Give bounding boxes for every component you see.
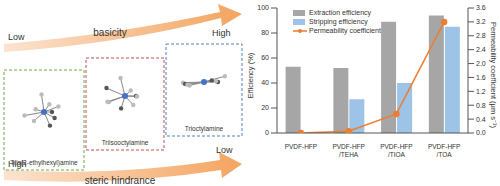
svg-text:0: 0 — [265, 129, 269, 136]
svg-text:40: 40 — [261, 79, 269, 86]
svg-text:0.0: 0.0 — [476, 129, 486, 136]
svg-text:3.6: 3.6 — [476, 4, 486, 11]
svg-text:2.8: 2.8 — [476, 32, 486, 39]
svg-text:3.2: 3.2 — [476, 18, 486, 25]
svg-text:High: High — [212, 28, 231, 38]
svg-text:0.8: 0.8 — [476, 102, 486, 109]
svg-text:steric hindrance: steric hindrance — [85, 175, 156, 186]
html-text:Extraction efficiency: Extraction efficiency — [309, 9, 372, 16]
svg-text:80: 80 — [261, 29, 269, 36]
svg-text:20: 20 — [261, 104, 269, 111]
svg-text:PVDF-HFP/TEHA: PVDF-HFP/TEHA — [332, 143, 365, 158]
svg-text:2.0: 2.0 — [476, 60, 486, 67]
html-text:Permeability coefficient (μm s: Permeability coefficient (μm s⁻¹) — [489, 22, 498, 128]
svg-text:1.2: 1.2 — [476, 88, 486, 95]
svg-text:0.4: 0.4 — [476, 116, 486, 123]
svg-text:PVDF-HFP/TIOA: PVDF-HFP/TIOA — [380, 143, 413, 158]
html-text:Permeability coefficient: Permeability coefficient — [309, 27, 381, 34]
svg-text:Triisooctylamine: Triisooctylamine — [102, 139, 149, 147]
svg-text:1.6: 1.6 — [476, 74, 486, 81]
svg-text:Low: Low — [8, 32, 25, 42]
svg-text:Low: Low — [216, 145, 233, 155]
svg-text:Tris(2-ethylhexyl)amine: Tris(2-ethylhexyl)amine — [10, 159, 78, 167]
svg-text:60: 60 — [261, 54, 269, 61]
html-text:Stripping efficiency: Stripping efficiency — [309, 18, 368, 25]
html-text:Efficiency (%): Efficiency (%) — [246, 52, 256, 98]
svg-text:Trioctylamine: Trioctylamine — [185, 125, 224, 133]
svg-text:basicity: basicity — [93, 27, 126, 38]
svg-text:PVDF-HFP/TOA: PVDF-HFP/TOA — [428, 143, 461, 158]
svg-text:100: 100 — [257, 4, 269, 11]
svg-text:PVDF-HFP: PVDF-HFP — [285, 143, 318, 150]
svg-text:2.4: 2.4 — [476, 46, 486, 53]
